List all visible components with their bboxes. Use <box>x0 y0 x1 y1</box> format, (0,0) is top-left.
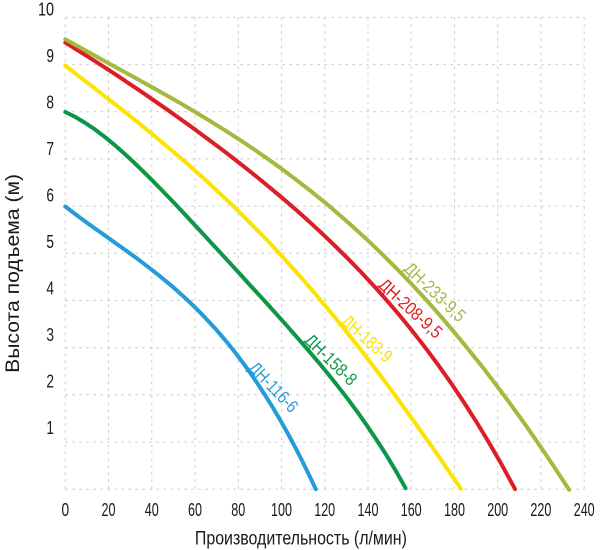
svg-text:220: 220 <box>530 500 551 520</box>
svg-text:1: 1 <box>46 418 54 438</box>
svg-text:5: 5 <box>46 232 54 252</box>
svg-text:Производительность (л/мин): Производительность (л/мин) <box>195 528 407 550</box>
svg-text:60: 60 <box>188 500 202 520</box>
svg-text:8: 8 <box>46 92 54 112</box>
svg-text:80: 80 <box>231 500 245 520</box>
svg-text:7: 7 <box>46 139 54 159</box>
svg-text:4: 4 <box>46 279 54 299</box>
svg-text:40: 40 <box>145 500 159 520</box>
svg-text:200: 200 <box>487 500 508 520</box>
svg-text:140: 140 <box>358 500 379 520</box>
svg-text:100: 100 <box>271 500 292 520</box>
svg-text:9: 9 <box>46 46 54 66</box>
svg-text:10: 10 <box>38 0 54 19</box>
svg-text:20: 20 <box>102 500 116 520</box>
svg-text:120: 120 <box>314 500 335 520</box>
svg-text:6: 6 <box>46 186 54 206</box>
svg-text:2: 2 <box>46 372 54 392</box>
svg-text:160: 160 <box>401 500 422 520</box>
svg-text:3: 3 <box>46 325 54 345</box>
svg-text:180: 180 <box>444 500 465 520</box>
svg-text:240: 240 <box>574 500 595 520</box>
svg-text:Высота подъема (м): Высота подъема (м) <box>2 174 24 373</box>
svg-text:0: 0 <box>62 500 70 520</box>
